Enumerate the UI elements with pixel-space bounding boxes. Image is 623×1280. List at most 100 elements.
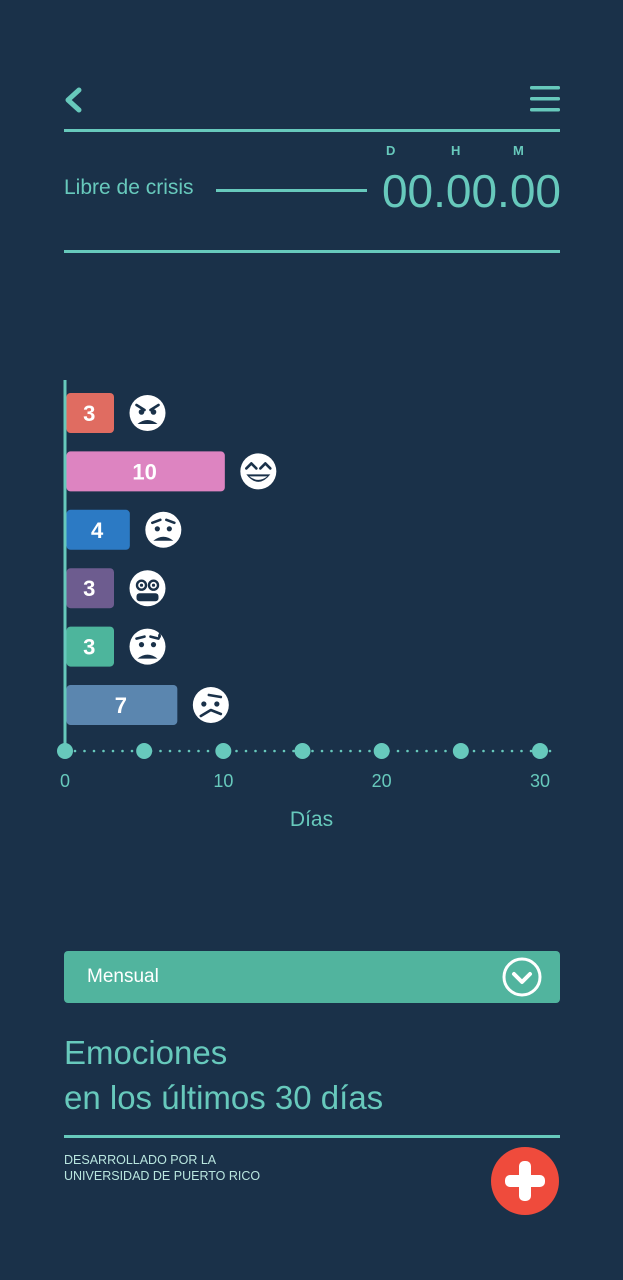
bar-row: 3 (66, 568, 166, 609)
face-mouth (137, 654, 158, 659)
x-axis-dot (320, 749, 324, 753)
menu-button[interactable] (528, 84, 562, 114)
x-axis-dot (491, 749, 495, 753)
x-axis-dot (178, 749, 181, 753)
x-axis-dot (330, 749, 333, 753)
plus-icon (505, 1161, 545, 1201)
x-axis-dot (415, 749, 419, 753)
face-brow (149, 635, 160, 640)
bar-row: 4 (66, 509, 182, 550)
face-eye (138, 409, 145, 415)
laughing-face-icon (240, 453, 277, 490)
x-axis-dot (83, 749, 86, 753)
worried-face-icon (145, 511, 182, 548)
x-axis-dot (263, 749, 267, 753)
period-select[interactable]: Mensual (64, 951, 560, 1003)
x-axis-dot (244, 749, 248, 753)
face-sweat (158, 632, 161, 639)
crisis-free-label: Libre de crisis (64, 176, 194, 199)
x-axis-dot (339, 749, 343, 753)
chevron-down-circle-icon (502, 957, 542, 997)
x-axis-marker (532, 743, 548, 759)
bar (66, 568, 114, 609)
bar (66, 393, 114, 433)
x-axis-dot (444, 749, 447, 753)
face-brow (151, 518, 162, 525)
x-axis-dot (406, 749, 409, 753)
face-brow (149, 403, 160, 412)
x-axis-dot (273, 749, 276, 753)
timer-unit-days: D (386, 143, 396, 158)
section-title-line1: Emociones (64, 1034, 228, 1071)
x-axis-dot (92, 749, 96, 753)
x-axis-marker (57, 743, 73, 759)
x-axis-marker (294, 743, 311, 759)
x-axis-marker (215, 743, 232, 759)
face-mouth (153, 536, 174, 541)
x-axis-dot (111, 749, 115, 753)
x-axis-dot (349, 749, 352, 753)
bar-row: 7 (66, 685, 229, 725)
x-axis-dot (121, 749, 124, 753)
x-axis-dot (425, 749, 428, 753)
x-axis-dot (282, 749, 286, 753)
x-axis-dot (396, 749, 400, 753)
x-axis-dot (292, 749, 295, 753)
x-axis-dot (168, 749, 172, 753)
x-axis-dot (254, 749, 257, 753)
face-eye (166, 526, 172, 532)
x-axis-label: Días (289, 808, 334, 831)
x-axis-dot (482, 749, 485, 753)
bar-value-label: 3 (83, 635, 95, 660)
footer-credit-line2: UNIVERSIDAD DE PUERTO RICO (64, 1169, 261, 1183)
timer-unit-minutes: M (513, 143, 524, 158)
bar-value-label: 3 (83, 401, 95, 426)
divider-top (64, 129, 560, 132)
face-bg (145, 511, 182, 548)
x-axis-marker (373, 743, 390, 759)
face-eye (154, 526, 160, 532)
face-brow (165, 518, 176, 525)
x-axis-dot (548, 749, 552, 753)
bar-row: 3 (66, 626, 166, 667)
section-title-line2: en los últimos 30 días (64, 1079, 384, 1116)
x-axis-dot (434, 749, 438, 753)
face-bg (129, 395, 166, 431)
x-axis-dot (73, 749, 77, 753)
emotions-bar-chart: 0 10 20 30 3 10 4 3 3 7 (57, 380, 552, 791)
face-brow (207, 693, 223, 699)
face-teeth (249, 476, 268, 480)
bar-value-label: 4 (91, 518, 104, 543)
hamburger-menu-icon (530, 86, 560, 112)
x-axis-dot (130, 749, 134, 753)
bar (66, 626, 114, 667)
grimacing-face-icon (129, 570, 166, 607)
face-mouth (137, 420, 158, 424)
x-axis-dot (510, 749, 514, 753)
bar-value-label: 3 (83, 576, 95, 601)
x-axis-dot (529, 749, 533, 753)
face-eye (150, 642, 157, 648)
face-eye (245, 462, 258, 470)
x-axis-dot (235, 749, 238, 753)
face-eye (150, 409, 157, 415)
x-axis-dot (197, 749, 200, 753)
face-brow (135, 403, 146, 412)
face-bg (240, 453, 277, 490)
back-button[interactable] (60, 84, 88, 116)
crisis-free-timer: 00.00.00 (381, 165, 561, 217)
face-mouth (199, 708, 223, 718)
x-axis-dot (368, 749, 371, 753)
divider-timer (64, 250, 560, 253)
face-mouth (136, 593, 159, 602)
x-tick-label: 0 (60, 771, 70, 791)
add-emotion-button[interactable] (491, 1147, 559, 1215)
x-axis-marker (452, 743, 469, 759)
footer-credit-line1: DESARROLLADO POR LA (64, 1153, 217, 1167)
x-tick-label: 20 (372, 771, 392, 791)
bar (66, 685, 178, 725)
face-eye (135, 579, 148, 591)
x-axis-dot (520, 749, 523, 753)
face-bg (192, 687, 229, 723)
x-tick-label: 30 (530, 771, 550, 791)
